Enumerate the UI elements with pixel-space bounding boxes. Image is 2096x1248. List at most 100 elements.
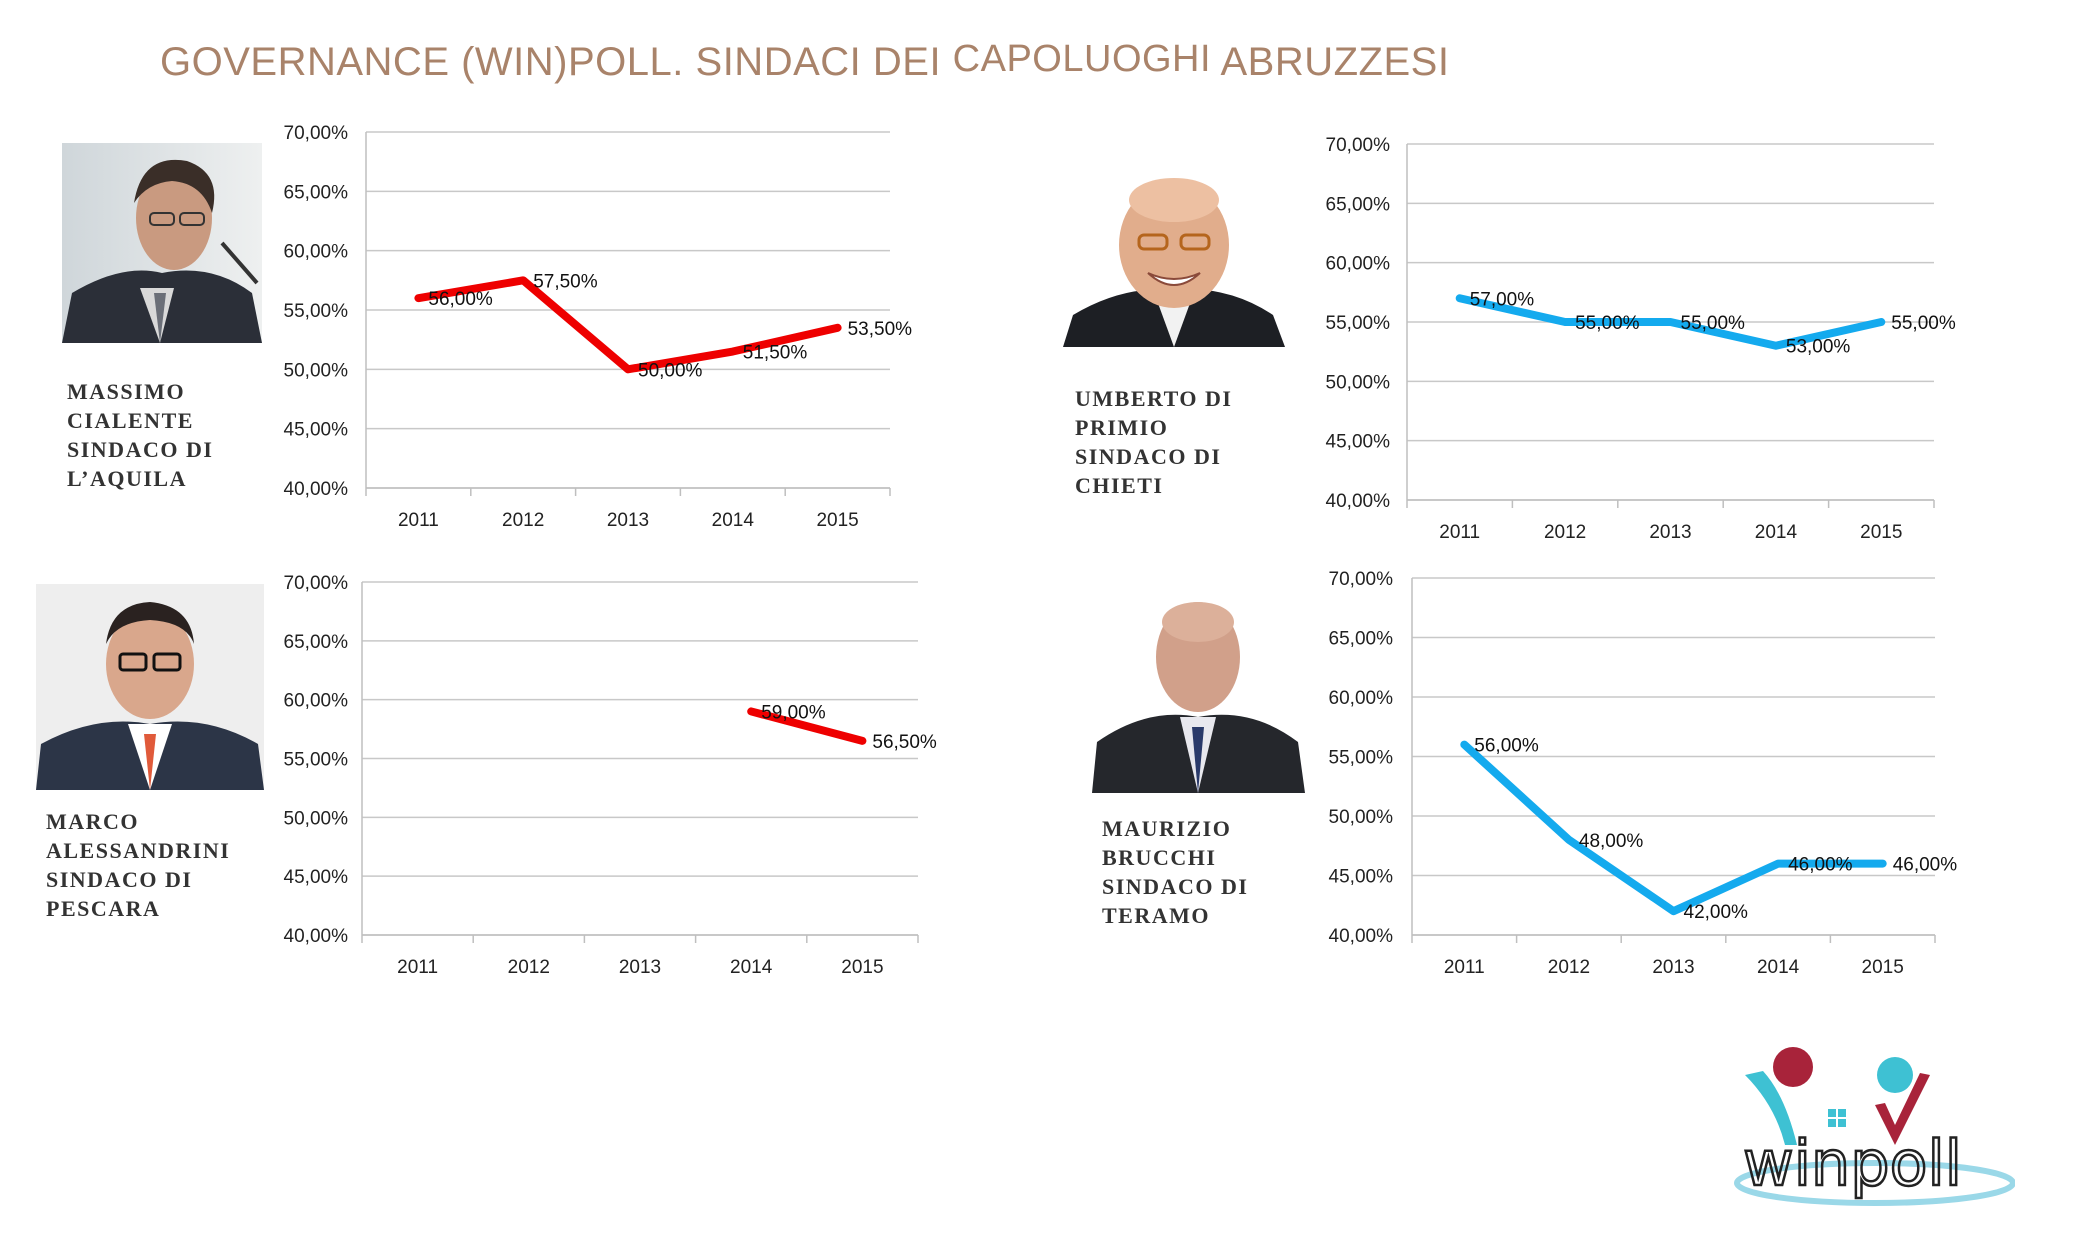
series-line (1460, 740, 1887, 916)
data-label: 46,00% (1893, 855, 1958, 876)
x-tick-label: 2014 (712, 510, 755, 531)
mayor-photo-laquila (62, 143, 262, 343)
y-tick-label: 45,00% (1329, 867, 1394, 888)
x-tick-label: 2012 (1544, 522, 1586, 543)
x-tick-label: 2011 (1439, 522, 1480, 543)
x-tick-label: 2012 (1548, 957, 1590, 978)
caption-line: MAURIZIO (1102, 816, 1232, 841)
caption-line: L’AQUILA (67, 466, 187, 491)
data-point (1777, 862, 1780, 865)
data-label: 50,00% (638, 360, 703, 381)
caption-line: SINDACO DI (67, 437, 214, 462)
data-label: 51,50% (743, 343, 808, 364)
caption-line: SINDACO DI (46, 867, 193, 892)
y-tick-label: 55,00% (284, 301, 349, 322)
data-point (1463, 743, 1466, 746)
series-line (747, 707, 867, 745)
data-label: 55,00% (1681, 313, 1746, 334)
data-point (1881, 862, 1884, 865)
y-tick-label: 65,00% (284, 632, 349, 653)
x-tick-label: 2011 (398, 510, 439, 531)
caption-line: SINDACO DI (1075, 444, 1222, 469)
caption-line: PESCARA (46, 896, 161, 921)
x-tick-label: 2015 (1860, 522, 1902, 543)
y-tick-label: 40,00% (284, 479, 349, 500)
page-title: GOVERNANCE (WIN)POLL. SINDACI DEI CAPOLU… (160, 38, 1450, 85)
y-tick-label: 50,00% (284, 808, 349, 829)
y-tick-label: 40,00% (1329, 926, 1394, 947)
data-point (750, 710, 753, 713)
title-part-3: ABRUZZESI (1211, 40, 1450, 84)
data-point (861, 739, 864, 742)
data-point (627, 368, 629, 371)
y-tick-label: 50,00% (1329, 807, 1394, 828)
data-point (1880, 321, 1883, 323)
caption-line: TERAMO (1102, 903, 1210, 928)
mayor-caption-laquila: MASSIMO CIALENTE SINDACO DI L’AQUILA (67, 377, 213, 493)
title-part-1: GOVERNANCE (WIN)POLL. SINDACI DEI (160, 40, 953, 84)
x-tick-label: 2013 (607, 510, 649, 531)
mayor-caption-pescara: MARCO ALESSANDRINI SINDACO DI PESCARA (46, 807, 230, 923)
data-label: 53,00% (1786, 337, 1851, 358)
data-point (417, 297, 420, 300)
mayor-photo-pescara (36, 584, 264, 790)
y-tick-label: 45,00% (284, 867, 349, 888)
y-tick-label: 50,00% (1326, 372, 1391, 393)
data-label: 56,00% (428, 289, 493, 310)
x-tick-label: 2013 (619, 957, 661, 978)
x-tick-label: 2012 (508, 957, 550, 978)
data-point (1774, 344, 1777, 347)
data-point (836, 326, 839, 329)
y-tick-label: 70,00% (284, 573, 349, 594)
y-tick-label: 45,00% (1326, 432, 1391, 453)
data-label: 55,00% (1575, 313, 1640, 334)
caption-line: CIALENTE (67, 408, 194, 433)
mayor-caption-teramo: MAURIZIO BRUCCHI SINDACO DI TERAMO (1102, 814, 1248, 930)
y-tick-label: 60,00% (284, 691, 349, 712)
data-label: 57,00% (1470, 289, 1535, 310)
caption-line: PRIMIO (1075, 415, 1169, 440)
y-tick-label: 70,00% (1329, 569, 1394, 590)
y-tick-label: 65,00% (1326, 194, 1391, 215)
data-point (1458, 297, 1461, 300)
y-tick-label: 40,00% (1326, 491, 1391, 512)
data-label: 56,50% (872, 732, 937, 753)
svg-text:winpoll: winpoll (1743, 1127, 1962, 1200)
x-tick-label: 2012 (502, 510, 544, 531)
data-point (1564, 321, 1567, 323)
data-label: 48,00% (1579, 831, 1644, 852)
data-label: 59,00% (761, 702, 826, 723)
caption-line: ALESSANDRINI (46, 838, 231, 863)
data-point (1567, 838, 1570, 841)
x-tick-label: 2015 (1862, 957, 1904, 978)
y-tick-label: 65,00% (284, 182, 349, 203)
x-tick-label: 2015 (816, 510, 858, 531)
x-tick-label: 2011 (1444, 957, 1485, 978)
y-tick-label: 65,00% (1329, 629, 1394, 650)
data-label: 57,50% (533, 271, 598, 292)
caption-line: BRUCCHI (1102, 845, 1217, 870)
x-tick-label: 2015 (841, 957, 883, 978)
data-point (1669, 321, 1672, 323)
data-label: 42,00% (1684, 902, 1749, 923)
y-tick-label: 45,00% (284, 420, 349, 441)
x-tick-label: 2014 (1755, 522, 1798, 543)
winpoll-logo: winpoll (1725, 1035, 2016, 1215)
data-label: 46,00% (1788, 855, 1853, 876)
mayor-photo-chieti (1063, 165, 1285, 347)
data-label: 55,00% (1891, 313, 1956, 334)
y-tick-label: 40,00% (284, 926, 349, 947)
y-tick-label: 55,00% (284, 750, 349, 771)
caption-line: UMBERTO DI (1075, 386, 1233, 411)
y-tick-label: 60,00% (1326, 254, 1391, 275)
data-point (731, 350, 734, 353)
x-tick-label: 2014 (1757, 957, 1800, 978)
data-point (1672, 910, 1675, 913)
data-label: 56,00% (1474, 736, 1539, 757)
y-tick-label: 50,00% (284, 360, 349, 381)
x-tick-label: 2013 (1652, 957, 1694, 978)
title-part-2: CAPOLUOGHI (952, 38, 1212, 80)
data-label: 53,50% (848, 319, 913, 340)
y-tick-label: 70,00% (284, 123, 349, 144)
